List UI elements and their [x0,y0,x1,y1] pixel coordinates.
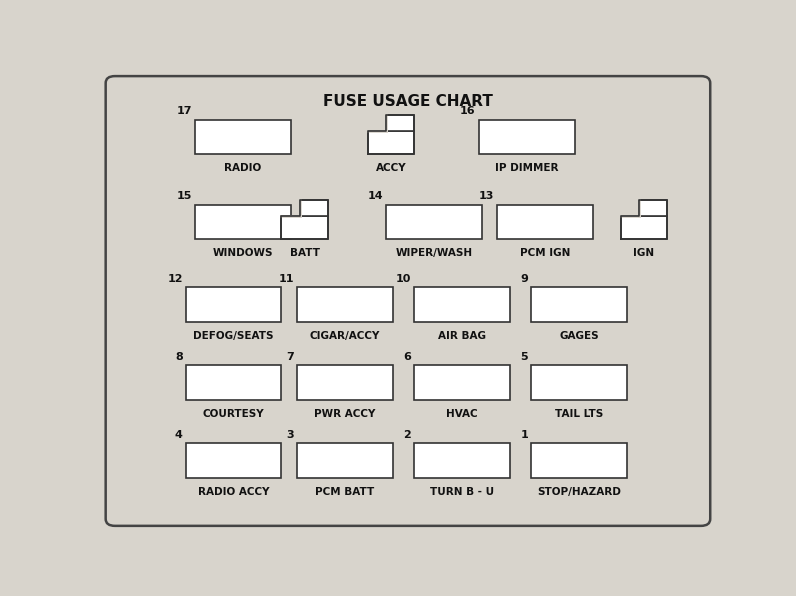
Text: GAGES: GAGES [560,331,599,341]
Text: 5: 5 [521,352,529,362]
Text: CIGAR/ACCY: CIGAR/ACCY [310,331,380,341]
Text: TURN B - U: TURN B - U [430,487,494,497]
Bar [195,204,291,239]
Bar [300,200,328,216]
Text: PCM BATT: PCM BATT [315,487,374,497]
Text: 16: 16 [460,106,476,116]
Text: 15: 15 [177,191,192,201]
Text: 6: 6 [403,352,411,362]
Bar [185,443,282,477]
Bar [282,216,328,239]
Bar [185,365,282,400]
Bar [498,204,593,239]
Text: COURTESY: COURTESY [203,409,264,419]
Bar [414,443,509,477]
Text: IP DIMMER: IP DIMMER [495,163,559,173]
Bar [368,131,414,154]
Bar [531,365,627,400]
Text: IGN: IGN [634,248,654,258]
Text: 3: 3 [287,430,294,440]
Text: 13: 13 [479,191,494,201]
Bar [531,443,627,477]
Text: ACCY: ACCY [376,163,406,173]
Text: 7: 7 [286,352,294,362]
Text: WIPER/WASH: WIPER/WASH [396,248,473,258]
Text: PCM IGN: PCM IGN [520,248,571,258]
Bar [414,287,509,322]
Text: 11: 11 [279,274,294,284]
Text: 10: 10 [396,274,411,284]
Bar [386,204,482,239]
Text: TAIL LTS: TAIL LTS [555,409,603,419]
Text: 9: 9 [521,274,529,284]
Text: HVAC: HVAC [446,409,478,419]
Text: 14: 14 [368,191,384,201]
Text: RADIO: RADIO [224,163,262,173]
Text: PWR ACCY: PWR ACCY [314,409,376,419]
Bar [479,120,575,154]
Text: 17: 17 [177,106,192,116]
Bar [639,200,667,216]
Bar [195,120,291,154]
Text: BATT: BATT [290,248,320,258]
Text: 2: 2 [404,430,411,440]
FancyBboxPatch shape [106,76,710,526]
Text: WINDOWS: WINDOWS [213,248,273,258]
Text: 1: 1 [521,430,529,440]
Bar [297,365,392,400]
Bar [297,287,392,322]
Text: 8: 8 [175,352,183,362]
Bar [185,287,282,322]
Text: STOP/HAZARD: STOP/HAZARD [537,487,621,497]
Bar [531,287,627,322]
Bar [386,115,414,131]
Bar [621,216,667,239]
Text: DEFOG/SEATS: DEFOG/SEATS [193,331,274,341]
Bar [297,443,392,477]
Text: FUSE USAGE CHART: FUSE USAGE CHART [323,94,493,109]
Text: AIR BAG: AIR BAG [438,331,486,341]
Bar [414,365,509,400]
Text: 4: 4 [175,430,183,440]
Text: RADIO ACCY: RADIO ACCY [198,487,269,497]
Text: 12: 12 [167,274,183,284]
